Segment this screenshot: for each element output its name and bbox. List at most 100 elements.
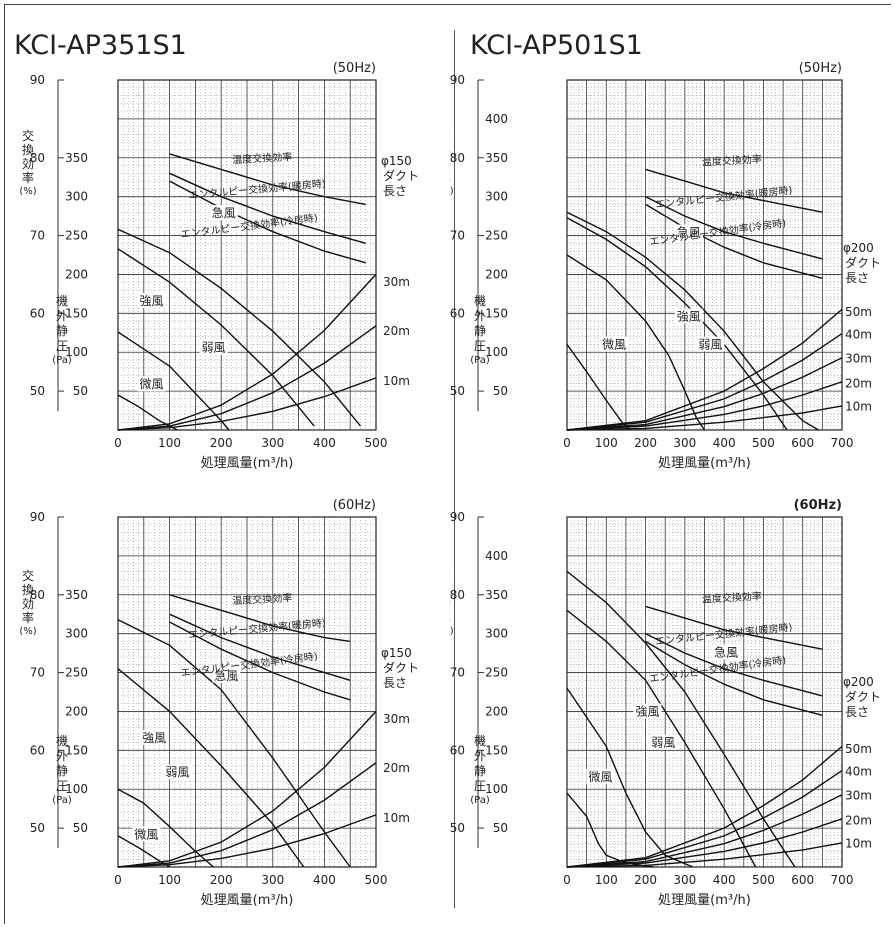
- pressure-tick-label: 350: [65, 588, 88, 602]
- duct-resistance-curve: [117, 325, 377, 431]
- efficiency-axis-label: 効: [450, 156, 451, 171]
- fan-curve: [566, 570, 796, 868]
- duct-resistance-curve: [117, 762, 377, 868]
- pressure-tick-label: 300: [65, 190, 88, 204]
- fan-curve-label: 弱風: [201, 341, 225, 355]
- efficiency-tick-label: 60: [450, 743, 465, 757]
- frequency-label: (50Hz): [799, 61, 842, 76]
- duct-header: 長さ: [383, 184, 407, 198]
- curve-label-bg: [649, 734, 678, 750]
- pressure-tick-label: 300: [65, 627, 88, 641]
- pressure-axis-label: 機: [56, 733, 68, 748]
- efficiency-line: [169, 153, 366, 206]
- x-tick-label: 0: [563, 873, 571, 887]
- pressure-tick-label: 100: [65, 782, 88, 796]
- pressure-axis-label: (Pa): [470, 355, 490, 366]
- pressure-axis-label: (Pa): [52, 795, 72, 806]
- fan-curve: [117, 668, 305, 868]
- x-tick-label: 0: [563, 436, 571, 450]
- duct-length-label: 30m: [845, 351, 872, 365]
- pressure-tick-label: 250: [485, 229, 508, 243]
- fan-curve: [117, 394, 178, 431]
- efficiency-axis-label: (%): [19, 186, 36, 197]
- efficiency-tick-label: 50: [450, 821, 465, 835]
- pressure-axis-label: 圧: [56, 779, 68, 793]
- x-tick-label: 600: [791, 436, 814, 450]
- efficiency-axis-label: 換: [450, 143, 451, 157]
- fan-curve: [117, 331, 230, 431]
- efficiency-axis-label: 交: [450, 568, 451, 583]
- pressure-tick-label: 300: [485, 190, 508, 204]
- duct-header: 長さ: [845, 271, 869, 285]
- x-tick-label: 500: [752, 873, 775, 887]
- chart-ap501-60hz: (60Hz) 50 60 70 80 90 交換効率(%) 50 100 150 200 250 300…: [450, 498, 881, 908]
- x-axis-label: 処理風量(m³/h): [658, 893, 751, 908]
- x-axis-label: 処理風量(m³/h): [658, 456, 751, 471]
- efficiency-line: [645, 633, 823, 697]
- pressure-axis-label: (Pa): [52, 355, 72, 366]
- efficiency-axis-label: 換: [450, 583, 451, 597]
- pressure-tick-label: 400: [485, 549, 508, 563]
- pressure-axis-label: (Pa): [470, 795, 490, 806]
- duct-header: φ200: [843, 241, 874, 255]
- curve-label-bg: [163, 764, 192, 780]
- efficiency-axis-label: (%): [450, 626, 454, 637]
- efficiency-axis-label: 交: [22, 128, 34, 143]
- x-tick-label: 100: [158, 436, 181, 450]
- x-tick-label: 100: [595, 436, 618, 450]
- efficiency-line: [169, 613, 351, 681]
- frequency-label: (50Hz): [333, 61, 376, 76]
- duct-header: φ150: [381, 154, 412, 168]
- efficiency-axis-label: 効: [22, 596, 34, 611]
- efficiency-line: [169, 180, 366, 264]
- curve-label-bg: [633, 703, 662, 719]
- pressure-tick-label: 200: [485, 267, 508, 281]
- curve-label-bg: [199, 339, 228, 355]
- fan-curve: [566, 609, 757, 868]
- plot-border: [566, 516, 843, 868]
- fan-curve-label: 強風: [140, 294, 164, 308]
- pressure-axis-label: 外: [56, 309, 68, 323]
- duct-header: ダクト: [383, 168, 419, 183]
- duct-length-label: 20m: [383, 761, 410, 775]
- pressure-axis-label: 圧: [474, 339, 486, 353]
- duct-resistance-curve: [117, 377, 377, 431]
- fan-curve-label: 弱風: [651, 736, 675, 750]
- duct-length-label: 10m: [383, 811, 410, 825]
- efficiency-tick-label: 60: [450, 306, 465, 320]
- fan-curve-label: 微風: [588, 770, 612, 784]
- duct-header: φ200: [843, 675, 874, 689]
- duct-resistance-curve: [566, 381, 843, 431]
- duct-length-label: 30m: [383, 275, 410, 289]
- x-tick-label: 500: [752, 436, 775, 450]
- x-tick-label: 200: [634, 873, 657, 887]
- efficiency-tick-label: 70: [450, 666, 465, 680]
- pressure-axis-label: 圧: [56, 339, 68, 353]
- x-tick-label: 600: [791, 873, 814, 887]
- pressure-tick-label: 150: [65, 306, 88, 320]
- duct-header: ダクト: [845, 689, 881, 704]
- duct-length-label: 10m: [383, 374, 410, 388]
- efficiency-axis-label: (%): [450, 186, 454, 197]
- duct-length-label: 40m: [845, 764, 872, 778]
- plot-border: [117, 516, 377, 868]
- x-tick-label: 700: [831, 873, 854, 887]
- efficiency-axis-label: 効: [22, 156, 34, 171]
- efficiency-tick-label: 90: [30, 73, 45, 87]
- efficiency-axis-label: 率: [22, 170, 34, 185]
- efficiency-tick-label: 50: [30, 384, 45, 398]
- pressure-tick-label: 200: [65, 267, 88, 281]
- duct-length-label: 40m: [845, 327, 872, 341]
- pressure-tick-label: 100: [485, 345, 508, 359]
- pressure-axis-label: 機: [474, 293, 486, 308]
- duct-length-label: 20m: [845, 376, 872, 390]
- x-tick-label: 100: [595, 873, 618, 887]
- fan-curve-label: 微風: [602, 338, 626, 352]
- fan-curve-label: 急風: [714, 644, 738, 659]
- duct-length-label: 10m: [845, 400, 872, 414]
- fan-curve: [117, 248, 315, 427]
- duct-resistance-curve: [566, 842, 843, 868]
- x-tick-label: 0: [114, 436, 122, 450]
- pressure-axis-label: 外: [474, 749, 486, 763]
- pressure-axis-label: 静: [474, 324, 486, 338]
